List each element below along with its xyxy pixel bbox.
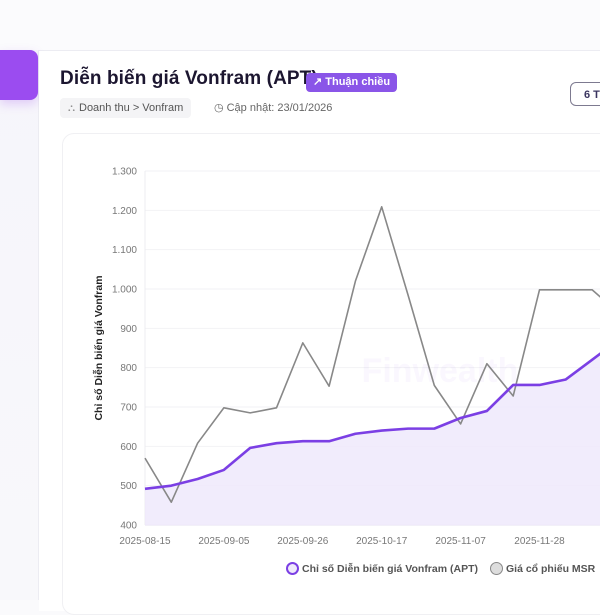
legend-item-msr[interactable]: Giá cổ phiếu MSR	[490, 562, 595, 575]
legend-label-apt: Chỉ số Diễn biến giá Vonfram (APT)	[302, 563, 478, 575]
y-tick-label: 1.000	[112, 285, 137, 296]
watermark: Finwealth	[362, 352, 519, 390]
x-tick-label: 2025-08-15	[119, 536, 171, 547]
legend-item-apt[interactable]: Chỉ số Diễn biến giá Vonfram (APT)	[286, 562, 478, 575]
legend-swatch-msr	[490, 562, 503, 575]
x-tick-label: 2025-10-17	[356, 536, 408, 547]
chart-legend: Chỉ số Diễn biến giá Vonfram (APT) Giá c…	[286, 562, 600, 575]
y-tick-label: 1.300	[112, 167, 137, 178]
line-chart: 400 500 600 700 800 900 1.000 1.100 1.200 1.300 Ch…	[0, 0, 600, 600]
y-tick-label: 500	[120, 481, 137, 492]
y-axis-title: Chỉ số Diễn biến giá Vonfram	[92, 275, 105, 420]
x-tick-label: 2025-09-26	[277, 536, 329, 547]
y-tick-label: 900	[120, 324, 137, 335]
y-tick-label: 600	[120, 442, 137, 453]
legend-swatch-apt	[286, 562, 299, 575]
y-tick-label: 1.100	[112, 245, 137, 256]
x-tick-label: 2025-11-07	[435, 536, 486, 547]
y-tick-label: 800	[120, 363, 137, 374]
y-tick-label: 400	[120, 521, 137, 532]
legend-label-msr: Giá cổ phiếu MSR	[506, 563, 595, 575]
x-tick-label: 2025-11-28	[514, 536, 565, 547]
y-tick-label: 1.200	[112, 206, 137, 217]
x-tick-label: 2025-09-05	[198, 536, 250, 547]
y-tick-label: 700	[120, 403, 137, 414]
